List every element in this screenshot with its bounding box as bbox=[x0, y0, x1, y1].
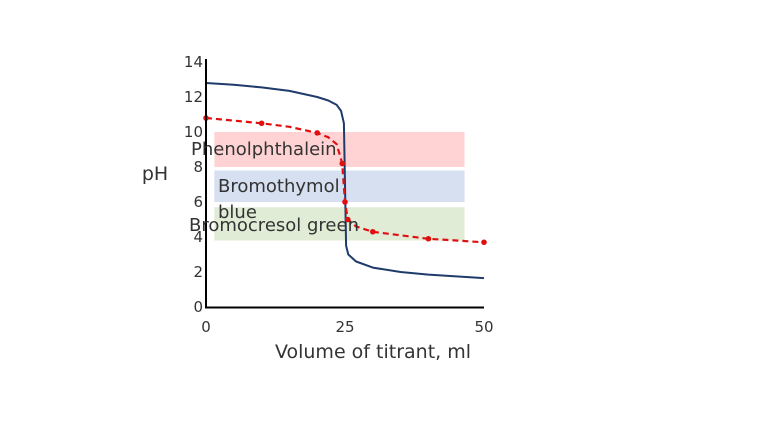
data-point bbox=[370, 228, 376, 235]
band-label-bromothymol-blue: Bromothymol bbox=[218, 176, 340, 197]
y-tick-label: 4 bbox=[193, 228, 203, 246]
y-tick-label: 12 bbox=[184, 88, 203, 106]
band-phenolphthalein bbox=[214, 132, 465, 167]
x-tick-label: 50 bbox=[474, 318, 493, 336]
axes bbox=[205, 59, 484, 309]
x-tick-label: 0 bbox=[201, 318, 211, 336]
tick-labels: 0 2 4 6 8 10 12 14 0 25 50 bbox=[184, 53, 494, 336]
y-tick-label: 0 bbox=[193, 298, 203, 316]
band-bromothymol-blue bbox=[214, 170, 465, 202]
series-layer bbox=[203, 82, 487, 280]
y-tick-label: 10 bbox=[184, 123, 203, 141]
data-point bbox=[314, 130, 321, 136]
y-axis-label: pH bbox=[142, 163, 168, 185]
y-tick-label: 6 bbox=[193, 193, 203, 211]
series-line-solid bbox=[205, 82, 485, 280]
band-label-phenolphthalein: Phenolphthalein bbox=[191, 139, 337, 160]
data-point bbox=[339, 160, 346, 167]
band-label-bromothymol-blue: blue bbox=[218, 202, 257, 223]
data-point bbox=[481, 239, 487, 246]
y-tick-label: 14 bbox=[184, 53, 203, 71]
y-tick-label: 8 bbox=[193, 158, 203, 176]
data-point bbox=[344, 216, 351, 223]
band-labels: Phenolphthalein Bromothymol blueBromocreso… bbox=[189, 139, 359, 236]
x-tick-label: 25 bbox=[335, 318, 354, 336]
band-bromocresol-green bbox=[214, 207, 465, 241]
data-point bbox=[425, 235, 432, 242]
x-axis-label: Volume of titrant, ml bbox=[275, 341, 471, 363]
series-line-dashed bbox=[205, 116, 485, 244]
indicator-bands bbox=[214, 132, 465, 241]
y-tick-label: 2 bbox=[193, 263, 203, 281]
data-point bbox=[258, 120, 265, 127]
data-point bbox=[342, 199, 348, 205]
band-label-bromocresol-green: Bromocresol green bbox=[189, 215, 359, 236]
